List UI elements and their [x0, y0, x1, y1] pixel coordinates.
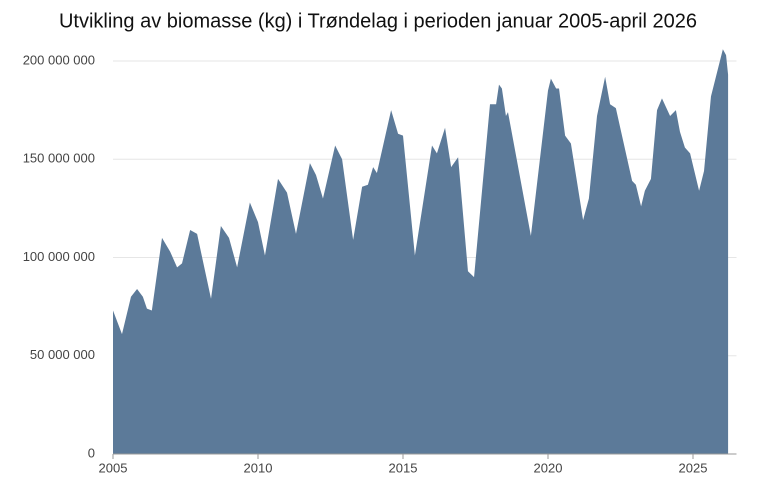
x-tick-label: 2025 — [679, 460, 708, 475]
y-tick-label: 100 000 000 — [23, 249, 95, 264]
x-tick-label: 2005 — [99, 460, 128, 475]
x-tick-label: 2010 — [244, 460, 273, 475]
y-tick-label: 200 000 000 — [23, 52, 95, 67]
y-tick-label: 0 — [88, 445, 95, 460]
x-tick-label: 2020 — [534, 460, 563, 475]
y-tick-label: 150 000 000 — [23, 151, 95, 166]
y-tick-label: 50 000 000 — [30, 347, 95, 362]
area — [113, 49, 729, 455]
x-tick-label: 2015 — [389, 460, 418, 475]
chart-title: Utvikling av biomasse (kg) i Trøndelag i… — [59, 10, 697, 32]
